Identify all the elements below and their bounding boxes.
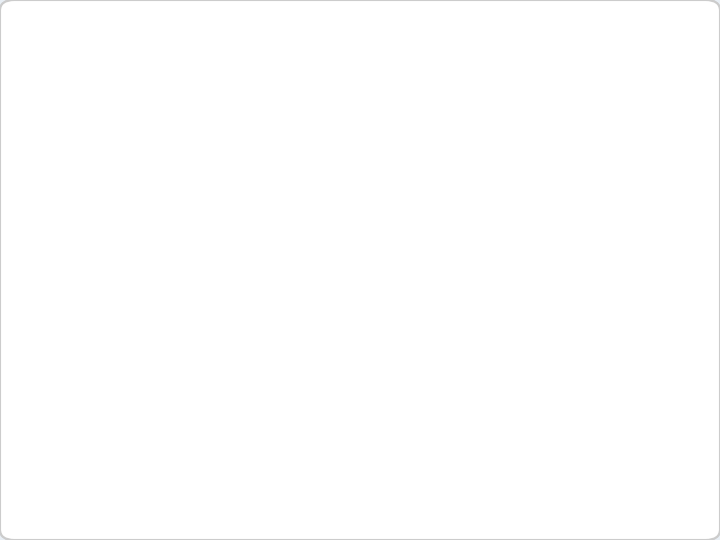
Text: Operate according to the phase: Operate according to the phase (346, 343, 607, 358)
Text: value of current.: value of current. (97, 177, 246, 195)
Text: pattern: pattern (112, 469, 171, 484)
Text: Power relay:: Power relay: (97, 256, 224, 274)
Text: current and are usually of the permanent-magnetic, moving-coil: current and are usually of the permanent… (112, 438, 629, 454)
Text: ·: · (94, 343, 100, 361)
Text: Directional relay:: Directional relay: (97, 305, 272, 323)
Text: BASIC COMPONENTS: BASIC COMPONENTS (134, 38, 586, 76)
Text: value of voltage.: value of voltage. (97, 237, 248, 254)
Circle shape (19, 491, 74, 532)
Text: Current relay:: Current relay: (97, 138, 238, 156)
Text: EET301 POWER SYSTEM ENGINEERING: EET301 POWER SYSTEM ENGINEERING (112, 505, 354, 518)
Text: 39: 39 (36, 504, 58, 519)
Text: 2.: 2. (58, 197, 77, 215)
Text: Operate at predetermined threshold: Operate at predetermined threshold (279, 197, 612, 215)
Text: Operate at predetermined threshold: Operate at predetermined threshold (279, 138, 613, 156)
Text: value of power.: value of power. (97, 296, 235, 314)
Text: Operate according to the direction of the: Operate according to the direction of th… (284, 408, 619, 423)
Text: relationship between alternating quantities.: relationship between alternating quantit… (112, 374, 465, 389)
Text: 4.: 4. (58, 305, 77, 323)
Text: ·: · (94, 408, 100, 426)
Text: Operate at predetermined threshold: Operate at predetermined threshold (261, 256, 595, 274)
Text: Alternating current:: Alternating current: (112, 343, 294, 358)
Text: Voltage relay:: Voltage relay: (97, 197, 238, 215)
Text: Class of Measuring Relays: Class of Measuring Relays (50, 92, 358, 112)
Text: 3.: 3. (58, 256, 77, 274)
Text: Direct current:: Direct current: (112, 408, 246, 423)
Text: 1.: 1. (58, 138, 77, 156)
